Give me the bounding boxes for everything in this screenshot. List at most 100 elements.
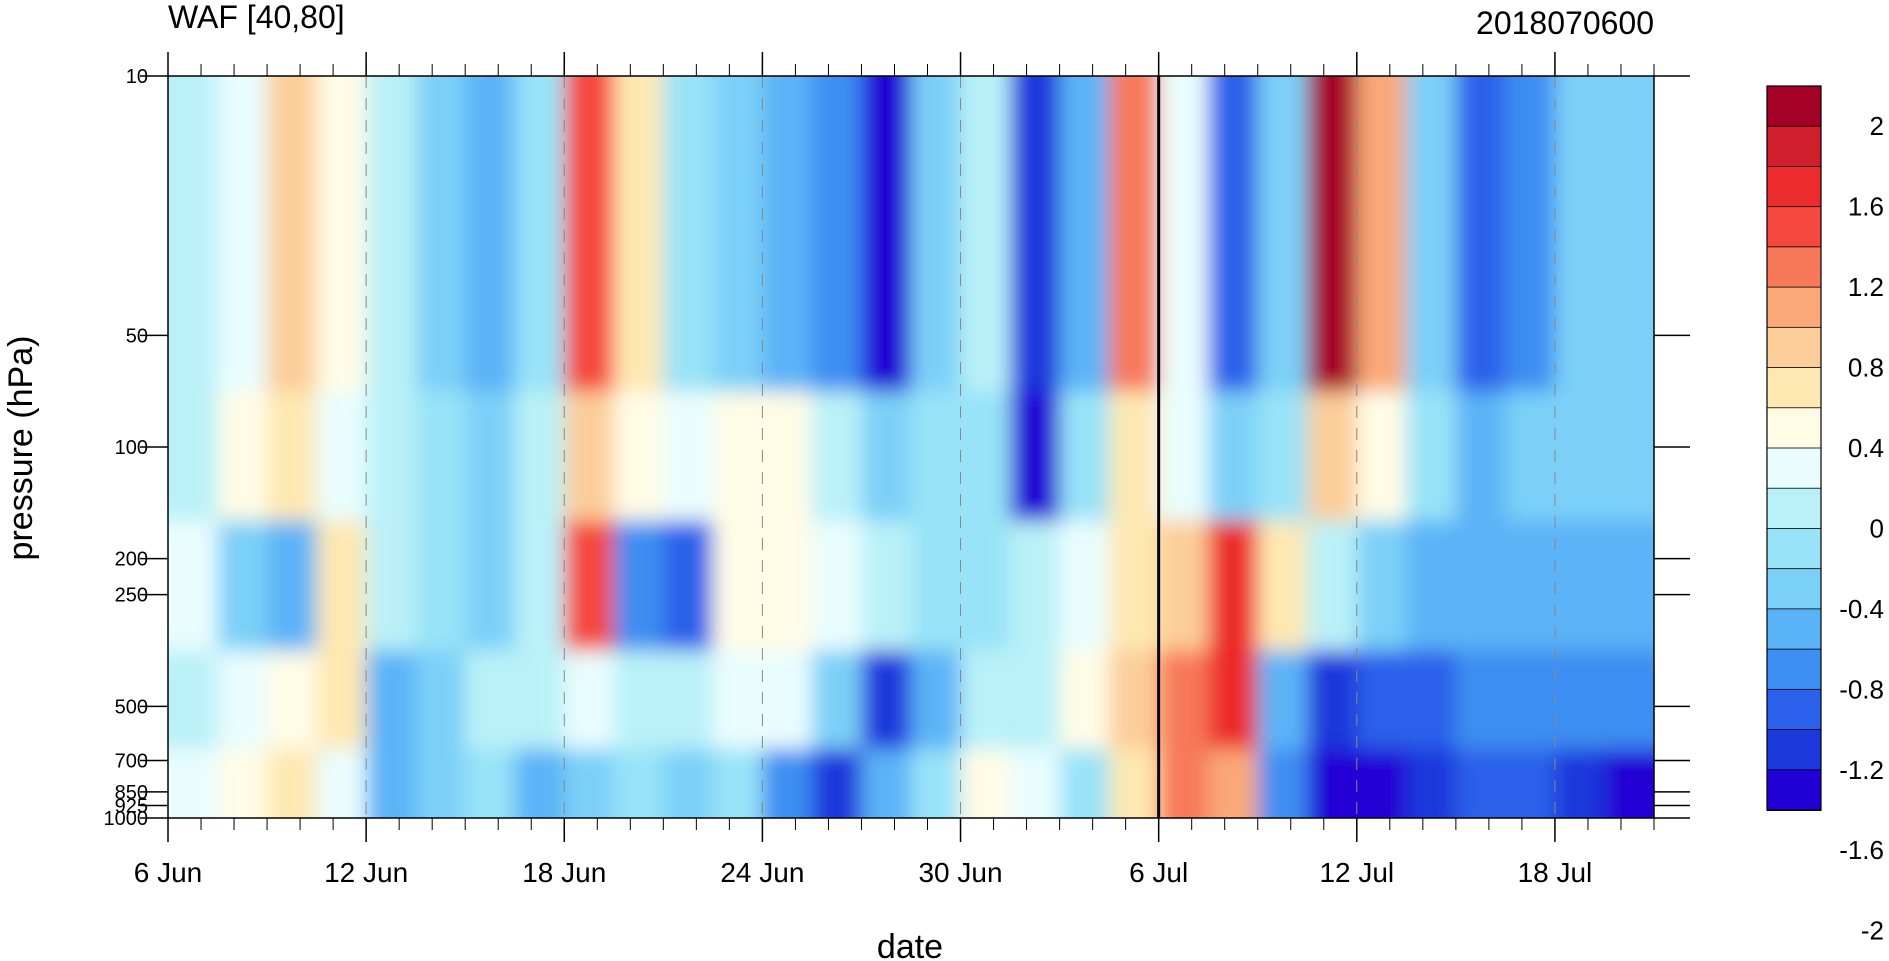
- field-cell: [1406, 520, 1457, 652]
- field-cell: [911, 76, 962, 393]
- field-cell: [1208, 391, 1259, 522]
- field-cell: [366, 650, 417, 751]
- field-cell: [1356, 650, 1408, 751]
- field-cell: [1059, 650, 1111, 751]
- field-cell: [514, 520, 566, 652]
- colorbar-label: -1.6: [1839, 835, 1884, 865]
- colorbar-swatch: [1766, 688, 1822, 731]
- field-cell: [514, 650, 566, 751]
- colorbar-swatch: [1766, 166, 1822, 208]
- field-cell: [564, 520, 615, 652]
- field-cell: [564, 650, 615, 751]
- field-cell: [811, 650, 863, 751]
- field-cell: [1554, 650, 1606, 751]
- field-cell: [861, 520, 912, 652]
- colorbar-swatch: [1766, 286, 1822, 329]
- field-cell: [712, 650, 764, 751]
- field-cell: [1406, 391, 1457, 522]
- colorbar-label: -0.4: [1839, 594, 1884, 624]
- field-cell: [366, 76, 417, 393]
- field-cell: [1208, 650, 1259, 751]
- field-cell: [762, 650, 813, 751]
- field-cell: [861, 749, 912, 818]
- field-cell: [1010, 391, 1061, 522]
- field-cell: [811, 76, 863, 393]
- colorbar-swatch: [1766, 407, 1822, 449]
- field-cell: [663, 650, 714, 751]
- y-tick-label: 1000: [104, 808, 149, 830]
- colorbar-swatch: [1766, 246, 1822, 289]
- x-tick-label: 18 Jul: [1518, 857, 1593, 888]
- field-cell: [613, 520, 665, 652]
- x-tick-label: 12 Jul: [1319, 857, 1394, 888]
- field-cell: [663, 76, 714, 393]
- field-cell: [564, 749, 615, 818]
- x-tick-label: 30 Jun: [918, 857, 1002, 888]
- field-cell: [1406, 749, 1457, 818]
- field-cell: [1059, 749, 1111, 818]
- colorbar-label: 2: [1870, 111, 1884, 141]
- field-cell: [1505, 391, 1556, 522]
- colorbar-swatch: [1766, 729, 1822, 771]
- field-cell: [1455, 650, 1507, 751]
- field-cell: [316, 391, 368, 522]
- field-cell: [811, 749, 863, 818]
- field-cell: [960, 520, 1011, 652]
- field-cell: [1505, 749, 1556, 818]
- field-cell: [663, 520, 714, 652]
- field-cell: [514, 749, 566, 818]
- field-cell: [1059, 391, 1111, 522]
- colorbar-label: 1.2: [1848, 272, 1884, 302]
- colorbar-swatch: [1766, 125, 1822, 168]
- colorbar-swatch: [1766, 568, 1822, 610]
- colorbar-label: -2: [1861, 916, 1884, 946]
- colorbar-swatch: [1766, 608, 1822, 651]
- field-cell: [613, 391, 665, 522]
- field-cell: [217, 650, 268, 751]
- field-cell: [465, 520, 516, 652]
- chart-title-right: 2018070600: [1476, 5, 1654, 41]
- field-cell: [366, 520, 417, 652]
- field-cell: [1208, 749, 1259, 818]
- field-cell: [1505, 76, 1556, 393]
- field-cell: [1158, 749, 1210, 818]
- field-cell: [861, 76, 912, 393]
- field-cell: [1257, 76, 1309, 393]
- field-cell: [514, 391, 566, 522]
- field-cell: [1109, 650, 1160, 751]
- field-cell: [1356, 749, 1408, 818]
- field-cell: [1406, 76, 1457, 393]
- plot-area: [167, 75, 1655, 819]
- field-cell: [762, 749, 813, 818]
- colorbar-swatch: [1766, 447, 1822, 490]
- y-tick-label: 200: [115, 549, 148, 571]
- field-cell: [613, 650, 665, 751]
- field-cell: [811, 520, 863, 652]
- colorbar-label: 0.8: [1848, 353, 1884, 383]
- colorbar-label: -1.2: [1839, 755, 1884, 785]
- field-cell: [1010, 749, 1061, 818]
- colorbar-swatch: [1766, 648, 1822, 691]
- colorbar-swatch: [1766, 528, 1822, 570]
- field-cell: [1158, 520, 1210, 652]
- colorbar-label: -0.8: [1839, 674, 1884, 704]
- field-cell: [712, 76, 764, 393]
- x-tick-label: 24 Jun: [720, 857, 804, 888]
- field-cell: [1158, 391, 1210, 522]
- field-cell: [1109, 749, 1160, 818]
- field-cell: [1307, 520, 1358, 652]
- chart-title-left: WAF [40,80]: [168, 0, 345, 35]
- field-cell: [960, 749, 1011, 818]
- field-cell: [1257, 391, 1309, 522]
- y-axis-label: pressure (hPa): [2, 336, 40, 561]
- x-tick-label: 6 Jun: [134, 857, 203, 888]
- field-cell: [1554, 520, 1606, 652]
- field-cell: [217, 76, 268, 393]
- field-cell: [1554, 76, 1606, 393]
- field-cell: [911, 749, 962, 818]
- field-cell: [1604, 749, 1654, 818]
- field-cell: [316, 520, 368, 652]
- field-cell: [712, 749, 764, 818]
